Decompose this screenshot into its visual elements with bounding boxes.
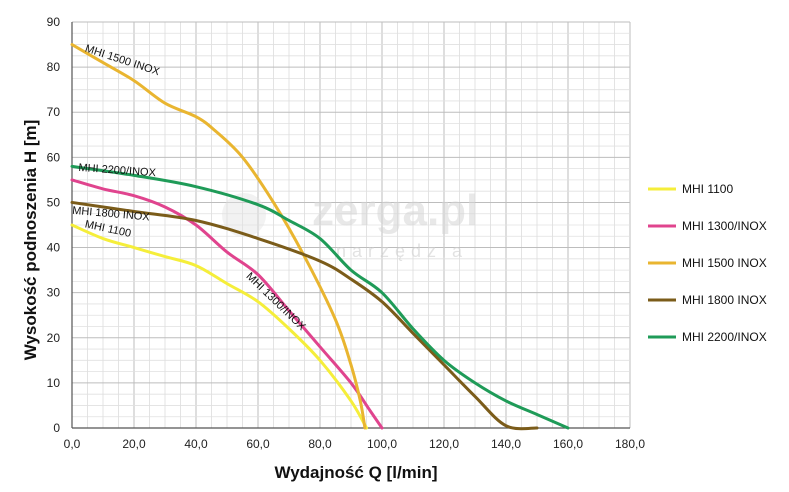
x-tick-label: 140,0 [491, 437, 521, 451]
curve-label-mhi-2200-inox: MHI 2200/INOX [78, 162, 157, 179]
x-tick-label: 20,0 [122, 437, 146, 451]
tick-labels: 0,0 20,0 40,0 60,0 80,0 100,0 120,0 140,0 160,0 1… [47, 15, 646, 451]
y-tick-label: 80 [47, 60, 61, 74]
x-tick-label: 120,0 [429, 437, 459, 451]
x-tick-label: 60,0 [246, 437, 270, 451]
x-tick-label: 160,0 [553, 437, 583, 451]
y-tick-label: 90 [47, 15, 61, 29]
y-axis-title: Wysokość podnoszenia H [m] [21, 120, 40, 361]
series-line-mhi-2200-inox [70, 164, 570, 430]
curve-label-mhi-1800-inox: MHI 1800 INOX [72, 205, 151, 224]
x-tick-label: 80,0 [308, 437, 332, 451]
y-tick-label: 40 [47, 241, 61, 255]
curve-label-mhi-1100: MHI 1100 [84, 218, 132, 239]
watermark-brand: zerga.pl [312, 186, 478, 235]
series-line-mhi-1100 [70, 223, 368, 430]
x-tick-label: 40,0 [184, 437, 208, 451]
y-tick-label: 10 [47, 376, 61, 390]
y-tick-label: 60 [47, 150, 61, 164]
legend-label-mhi-2200-inox: MHI 2200/INOX [682, 330, 767, 344]
series-line-mhi-1800-inox [70, 200, 539, 431]
y-tick-label: 30 [47, 286, 61, 300]
watermark: zerga.pl narzędzia [222, 186, 478, 261]
legend-label-mhi-1300-inox: MHI 1300/INOX [682, 219, 767, 233]
y-tick-label: 70 [47, 105, 61, 119]
legend: MHI 1100 MHI 1300/INOX MHI 1500 INOX MHI 18… [648, 182, 767, 344]
curve-label-mhi-1300-inox: MHI 1300/INOX [244, 270, 309, 333]
series-line-mhi-1500-inox [70, 43, 367, 430]
y-tick-label: 0 [53, 421, 60, 435]
legend-label-mhi-1100: MHI 1100 [682, 182, 733, 196]
legend-label-mhi-1800-inox: MHI 1800 INOX [682, 293, 767, 307]
x-tick-label: 0,0 [64, 437, 81, 451]
series-line-mhi-1300-inox [70, 178, 384, 430]
x-tick-label: 180,0 [615, 437, 645, 451]
y-tick-label: 20 [47, 331, 61, 345]
watermark-tagline: narzędzia [336, 241, 468, 261]
y-tick-label: 50 [47, 195, 61, 209]
x-axis-title: Wydajność Q [l/min] [274, 463, 437, 482]
series-lines [70, 43, 570, 431]
legend-label-mhi-1500-inox: MHI 1500 INOX [682, 256, 767, 270]
x-tick-label: 100,0 [367, 437, 397, 451]
